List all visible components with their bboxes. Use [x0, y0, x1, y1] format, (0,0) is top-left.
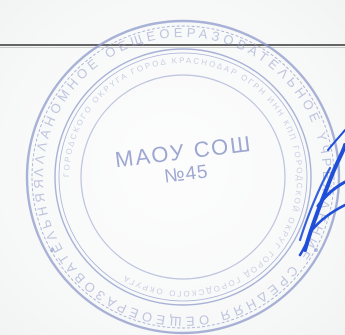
- seal-inner-ring: [80, 74, 286, 280]
- underline-rule: [0, 44, 345, 46]
- seal-middle-ring-inner: [58, 52, 308, 302]
- seal-outer-ring-dotted: [31, 25, 335, 329]
- seal-outer-ring: [25, 19, 341, 335]
- underline-rule-shadow: [0, 47, 345, 48]
- seal-middle-ring: [54, 48, 312, 306]
- seal-star-marks: [50, 248, 318, 252]
